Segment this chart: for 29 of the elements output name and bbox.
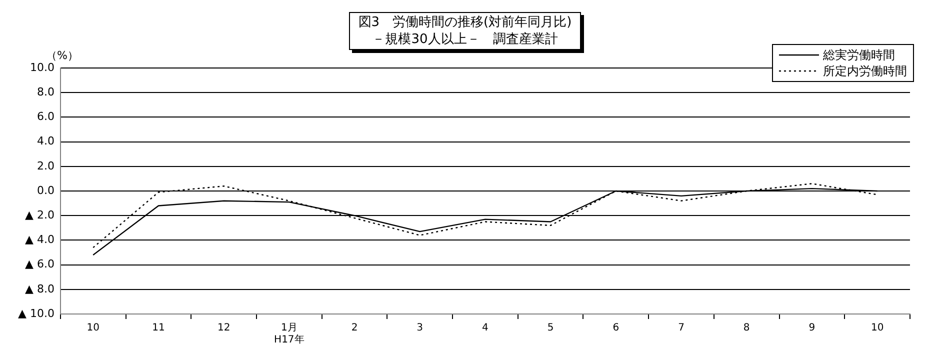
legend-label: 総実労働時間: [823, 47, 895, 63]
y-axis-title: （%）: [46, 48, 78, 62]
y-tick-label: ▲ 6.0: [24, 258, 54, 271]
x-tick-label: 9: [808, 322, 816, 334]
y-tick-label: 0.0: [36, 184, 54, 197]
x-tick-label: 10: [870, 322, 884, 334]
x-tick-label: 2: [351, 322, 358, 334]
x-tick-label: 7: [678, 322, 684, 334]
x-tick-label: 1月 H17年: [274, 322, 304, 346]
y-tick-label: 2.0: [36, 159, 54, 172]
chart-subtitle: －規模30人以上－ 調査産業計: [371, 31, 559, 48]
y-tick-label: ▲ 4.0: [24, 233, 54, 246]
chart-title: 図3 労働時間の推移(対前年同月比): [358, 14, 572, 31]
x-tick-label: 10: [86, 322, 100, 334]
x-tick-label: 6: [612, 322, 620, 334]
x-tick-label: 3: [416, 322, 424, 334]
legend-label: 所定内労働時間: [823, 63, 907, 79]
y-tick-label: ▲ 8.0: [24, 282, 54, 296]
y-tick-label: 10.0: [30, 60, 54, 74]
y-tick-label: ▲ 10.0: [18, 306, 54, 320]
x-tick-label: 5: [547, 322, 554, 334]
y-tick-label: 6.0: [36, 110, 54, 124]
x-tick-label: 8: [743, 322, 750, 334]
y-tick-label: ▲ 2.0: [24, 208, 54, 222]
y-tick-label: 8.0: [36, 85, 54, 98]
x-tick-label: 11: [152, 322, 165, 334]
x-tick-label: 12: [217, 322, 230, 334]
y-tick-label: 4.0: [36, 134, 54, 148]
x-tick-label: 4: [482, 322, 488, 334]
